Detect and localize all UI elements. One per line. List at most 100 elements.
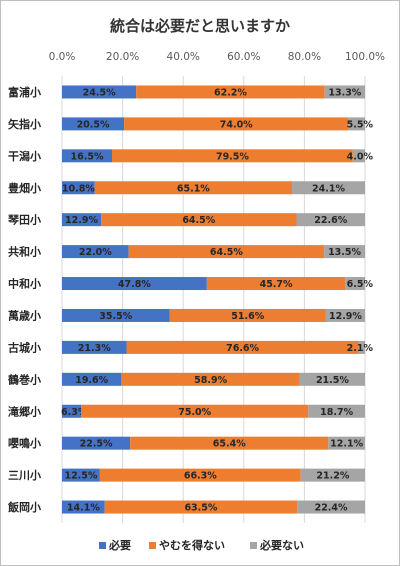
bar-segment [62, 181, 95, 195]
bar-segment [62, 404, 82, 418]
x-tick-label: 40.0% [167, 51, 200, 63]
data-label: 51.6% [231, 311, 264, 322]
data-label: 62.2% [214, 87, 247, 98]
category-label: 古城小 [8, 340, 41, 354]
category-label: 鶴巻小 [8, 372, 41, 386]
bar-segment [136, 85, 325, 99]
data-label: 5.5% [347, 119, 374, 130]
bar-segment [62, 500, 105, 514]
legend-entry: 必要 [108, 538, 131, 552]
data-label: 12.5% [64, 471, 97, 482]
data-label: 22.4% [315, 503, 348, 514]
data-label: 19.6% [75, 375, 108, 386]
data-label: 75.0% [178, 407, 211, 418]
data-label: 18.7% [320, 407, 353, 418]
legend-swatch [250, 542, 257, 549]
bar-segment [121, 372, 300, 386]
legend-entry: やむを得ない [159, 538, 225, 552]
bar-segment [62, 149, 112, 163]
bar-segment [111, 149, 353, 163]
data-label: 22.0% [79, 247, 112, 258]
bar-segment [62, 340, 127, 354]
data-label: 63.5% [184, 503, 217, 514]
data-label: 20.5% [77, 119, 110, 130]
data-label: 58.9% [194, 375, 227, 386]
chart-title: 統合は必要だと思いますか [110, 17, 290, 35]
x-tick-label: 20.0% [106, 51, 139, 63]
legend-entry: 必要ない [259, 538, 304, 552]
bar-segment [104, 500, 298, 514]
x-tick-label: 100.0% [345, 51, 385, 63]
bar-segment [308, 404, 365, 418]
data-label: 24.1% [312, 183, 345, 194]
bar-segment [358, 340, 365, 354]
bar-segment [126, 340, 359, 354]
bar-segment [324, 245, 365, 259]
bar-segment [62, 372, 122, 386]
data-label: 6.3% [61, 407, 88, 418]
category-label: 琴田小 [7, 213, 41, 227]
bar-segment [299, 372, 365, 386]
bar-segment [62, 245, 129, 259]
bar-segment [62, 213, 102, 227]
x-tick-label: 80.0% [288, 51, 321, 63]
bar-segment [325, 308, 365, 322]
data-label: 21.2% [316, 471, 349, 482]
category-label: 萬歳小 [8, 308, 41, 322]
data-label: 65.1% [177, 183, 210, 194]
bar-segment [81, 404, 309, 418]
legend-swatch [99, 542, 106, 549]
bar-segment [94, 181, 292, 195]
bar-segment [328, 436, 365, 450]
bar-segment [297, 500, 365, 514]
data-label: 12.9% [329, 311, 362, 322]
category-label: 中和小 [8, 277, 41, 291]
data-label: 79.5% [216, 151, 249, 162]
bar-segment [124, 117, 349, 131]
bar-segment [62, 468, 100, 482]
data-label: 35.5% [99, 311, 132, 322]
category-label: 滝郷小 [8, 404, 41, 418]
data-label: 16.5% [71, 151, 104, 162]
category-label: 干潟小 [8, 149, 41, 163]
data-label: 65.4% [213, 439, 246, 450]
category-label: 共和小 [8, 245, 41, 259]
bar-segment [99, 468, 301, 482]
data-label: 22.6% [314, 215, 347, 226]
category-labels: 富浦小矢指小干潟小豊畑小琴田小共和小中和小萬歳小古城小鶴巻小滝郷小嚶鳴小三川小飯… [7, 85, 41, 514]
category-label: 豊畑小 [8, 181, 41, 195]
bar-segment [345, 277, 365, 291]
bar-segment [206, 277, 346, 291]
category-label: 飯岡小 [7, 500, 41, 514]
x-axis-ticks: 0.0% 20.0% 40.0% 60.0% 80.0% 100.0% [49, 51, 385, 63]
data-label: 76.6% [226, 343, 259, 354]
data-label: 21.3% [78, 343, 111, 354]
category-label: 矢指小 [8, 117, 41, 131]
data-label: 14.1% [67, 503, 100, 514]
bar-segment [128, 245, 325, 259]
data-label: 74.0% [220, 119, 253, 130]
data-label: 4.0% [347, 151, 374, 162]
data-label: 12.9% [65, 215, 98, 226]
data-label: 21.5% [316, 375, 349, 386]
bar-segment [300, 468, 365, 482]
x-tick-label: 0.0% [49, 51, 76, 63]
data-label: 12.1% [330, 439, 363, 450]
category-label: 富浦小 [8, 85, 41, 99]
gridlines [61, 76, 366, 523]
data-label: 24.5% [83, 87, 116, 98]
legend-swatch [149, 542, 156, 549]
bar-segment [348, 117, 365, 131]
bar-segment [169, 308, 326, 322]
data-label: 13.5% [328, 247, 361, 258]
data-label: 66.3% [184, 471, 217, 482]
bar-segment [324, 85, 365, 99]
legend: 必要 やむを得ない 必要ない [99, 538, 304, 552]
bar-segment [296, 213, 365, 227]
bar-segment [291, 181, 365, 195]
data-label: 10.8% [62, 183, 95, 194]
data-label: 64.5% [210, 247, 243, 258]
bar-segment [101, 213, 297, 227]
